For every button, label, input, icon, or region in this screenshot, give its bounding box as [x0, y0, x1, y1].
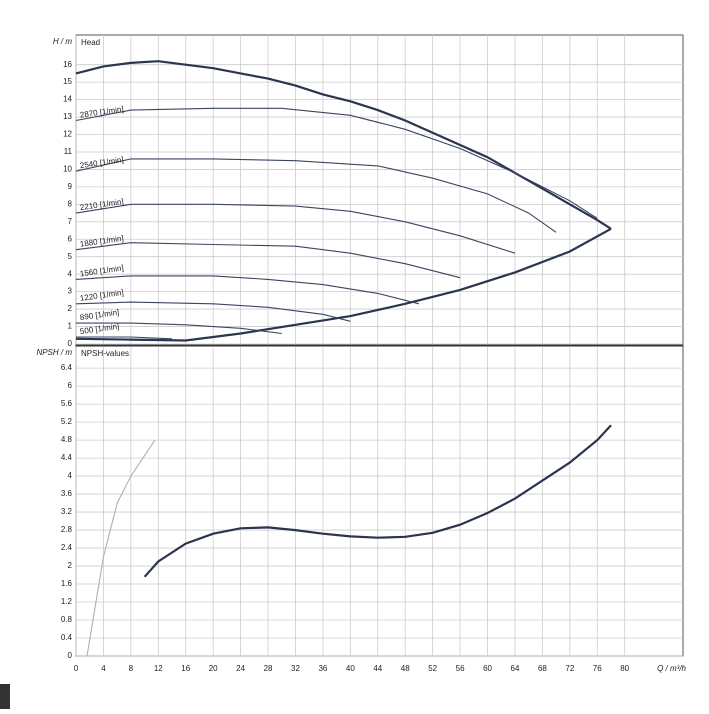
- y-tick-label: 6: [68, 234, 73, 243]
- x-tick-label: 24: [236, 664, 245, 673]
- y-tick-label: 3: [68, 287, 73, 296]
- curve: [75, 242, 461, 279]
- y-tick-label: 3.6: [61, 489, 73, 498]
- x-tick-label: 64: [511, 664, 520, 673]
- y-tick-label: 15: [63, 77, 72, 86]
- y-tick-label: 4: [68, 269, 73, 278]
- x-tick-label: 16: [181, 664, 190, 673]
- x-tick-label: 72: [565, 664, 574, 673]
- y-tick-label: 4.4: [61, 453, 73, 462]
- y-axis-label: H / m: [53, 37, 72, 46]
- x-tick-label: 48: [401, 664, 410, 673]
- curve: [75, 60, 612, 230]
- y-tick-label: 12: [63, 130, 72, 139]
- y-tick-label: 7: [68, 217, 73, 226]
- curve: [76, 322, 282, 335]
- x-tick-label: 60: [483, 664, 492, 673]
- x-tick-label: 44: [373, 664, 382, 673]
- y-tick-label: 16: [63, 60, 72, 69]
- curve: [75, 158, 557, 233]
- x-tick-label: 4: [101, 664, 106, 673]
- curve: [75, 275, 420, 305]
- y-tick-label: 1.2: [61, 597, 73, 606]
- y-tick-label: 1.6: [61, 579, 73, 588]
- x-tick-label: 76: [593, 664, 602, 673]
- x-tick-label: 8: [129, 664, 134, 673]
- y-axis-label: NPSH / m: [36, 348, 72, 357]
- chart-title: Head: [81, 38, 100, 47]
- x-axis-label: Q / m³/h: [657, 664, 686, 673]
- y-tick-label: 4.8: [61, 435, 73, 444]
- y-tick-label: 6.4: [61, 363, 73, 372]
- y-tick-label: 2: [68, 561, 73, 570]
- y-tick-label: 2.8: [61, 525, 73, 534]
- x-tick-label: 12: [154, 664, 163, 673]
- y-tick-label: 0: [68, 651, 73, 660]
- curve-label: 2540 [1/min]: [79, 155, 124, 170]
- curve: [143, 424, 612, 578]
- curve-label: 890 [1/min]: [79, 308, 119, 322]
- y-tick-label: 2: [68, 304, 73, 313]
- curve-label: 1220 [1/min]: [79, 288, 124, 303]
- curve: [75, 203, 516, 254]
- x-tick-label: 56: [456, 664, 465, 673]
- y-tick-label: 5.6: [61, 399, 73, 408]
- curve: [75, 301, 351, 322]
- x-tick-label: 0: [74, 664, 79, 673]
- curve: [75, 107, 598, 219]
- y-tick-label: 10: [63, 165, 72, 174]
- y-tick-label: 14: [63, 95, 72, 104]
- chart-title: NPSH-values: [81, 349, 129, 358]
- y-tick-label: 1: [68, 322, 73, 331]
- y-tick-label: 3.2: [61, 507, 73, 516]
- y-tick-label: 13: [63, 112, 72, 121]
- y-tick-label: 5.2: [61, 417, 73, 426]
- y-tick-label: 4: [68, 471, 73, 480]
- corner-block: [0, 684, 10, 709]
- y-tick-label: 11: [64, 147, 73, 156]
- curve: [86, 439, 156, 657]
- x-tick-label: 52: [428, 664, 437, 673]
- curve: [75, 227, 612, 342]
- y-tick-label: 9: [68, 182, 73, 191]
- x-tick-label: 20: [209, 664, 218, 673]
- x-tick-label: 32: [291, 664, 300, 673]
- x-tick-label: 80: [620, 664, 629, 673]
- x-tick-label: 68: [538, 664, 547, 673]
- y-tick-label: 8: [68, 199, 73, 208]
- curve: [76, 336, 173, 340]
- y-tick-label: 0.8: [61, 615, 73, 624]
- y-tick-label: 2.4: [61, 543, 73, 552]
- y-tick-label: 5: [68, 252, 73, 261]
- y-tick-label: 0.4: [61, 633, 73, 642]
- x-tick-label: 36: [318, 664, 327, 673]
- y-tick-label: 6: [68, 381, 73, 390]
- curve-label: 500 [1/min]: [79, 322, 119, 336]
- curve-label: 2210 [1/min]: [79, 197, 124, 212]
- x-tick-label: 40: [346, 664, 355, 673]
- y-tick-label: 0: [68, 339, 73, 348]
- x-tick-label: 28: [264, 664, 273, 673]
